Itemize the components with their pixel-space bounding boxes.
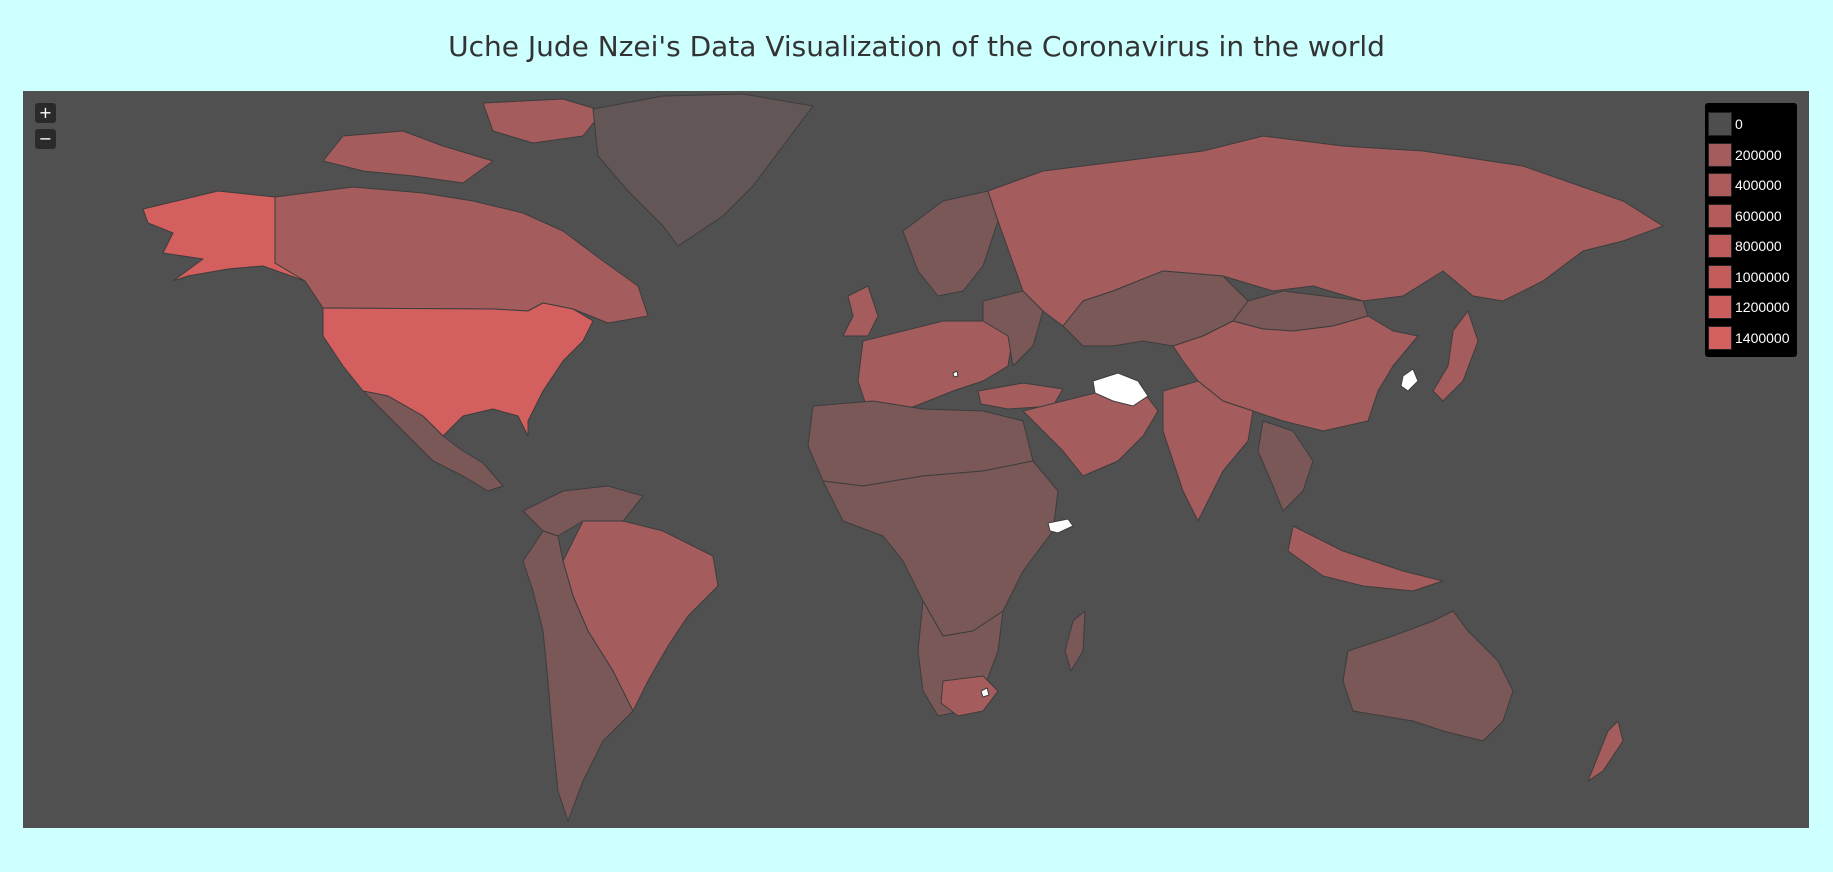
legend-item: 1400000 xyxy=(1705,323,1797,354)
legend-label: 800000 xyxy=(1735,238,1782,255)
legend-item: 200000 xyxy=(1705,140,1797,171)
zoom-controls: + − xyxy=(35,103,56,155)
legend-swatch xyxy=(1708,173,1732,198)
region-scandinavia[interactable] xyxy=(902,190,999,297)
canada-arctic-islands[interactable] xyxy=(322,98,604,184)
country-canada[interactable] xyxy=(274,186,649,324)
country-north-korea[interactable] xyxy=(1400,368,1419,392)
zoom-in-button[interactable]: + xyxy=(35,103,56,123)
country-kosovo[interactable] xyxy=(952,370,959,378)
page-title: Uche Jude Nzei's Data Visualization of t… xyxy=(448,30,1385,63)
legend-swatch xyxy=(1708,325,1732,350)
legend-item: 1000000 xyxy=(1705,262,1797,293)
legend-label: 200000 xyxy=(1735,146,1782,163)
country-turkmenistan[interactable] xyxy=(1092,372,1149,407)
legend-item: 600000 xyxy=(1705,201,1797,232)
country-lesotho[interactable] xyxy=(980,687,990,698)
country-mexico[interactable] xyxy=(362,390,504,492)
legend-label: 400000 xyxy=(1735,177,1782,194)
legend-item: 1200000 xyxy=(1705,292,1797,323)
country-new-zealand[interactable] xyxy=(1587,720,1624,782)
region-south-america-west[interactable] xyxy=(522,530,634,822)
legend-swatch xyxy=(1708,203,1732,228)
legend-item: 800000 xyxy=(1705,231,1797,262)
zoom-out-button[interactable]: − xyxy=(35,129,56,149)
legend-label: 0 xyxy=(1735,116,1743,133)
country-south-africa[interactable] xyxy=(940,675,999,717)
legend-swatch xyxy=(1708,295,1732,320)
legend-label: 1000000 xyxy=(1735,268,1790,285)
legend: 0 200000 400000 600000 800000 1000000 12… xyxy=(1705,103,1797,357)
legend-swatch xyxy=(1708,142,1732,167)
legend-item: 0 xyxy=(1705,109,1797,140)
map-svg[interactable] xyxy=(23,91,1809,828)
country-somalia[interactable] xyxy=(1047,518,1074,534)
country-australia[interactable] xyxy=(1342,610,1514,742)
country-india[interactable] xyxy=(1162,380,1254,522)
country-greenland[interactable] xyxy=(592,93,814,247)
legend-label: 1400000 xyxy=(1735,329,1790,346)
country-japan[interactable] xyxy=(1432,310,1479,402)
world-map[interactable]: + − 0 200000 400000 600000 800000 100000… xyxy=(23,91,1809,828)
region-southeast-asia[interactable] xyxy=(1257,420,1314,512)
legend-swatch xyxy=(1708,112,1732,137)
region-central-africa[interactable] xyxy=(822,460,1059,637)
legend-swatch xyxy=(1708,234,1732,259)
legend-swatch xyxy=(1708,264,1732,289)
legend-item: 400000 xyxy=(1705,170,1797,201)
country-madagascar[interactable] xyxy=(1064,610,1086,672)
region-uk[interactable] xyxy=(842,285,879,337)
legend-label: 1200000 xyxy=(1735,299,1790,316)
country-indonesia[interactable] xyxy=(1287,525,1444,592)
legend-label: 600000 xyxy=(1735,207,1782,224)
region-middle-east[interactable] xyxy=(1022,390,1159,477)
